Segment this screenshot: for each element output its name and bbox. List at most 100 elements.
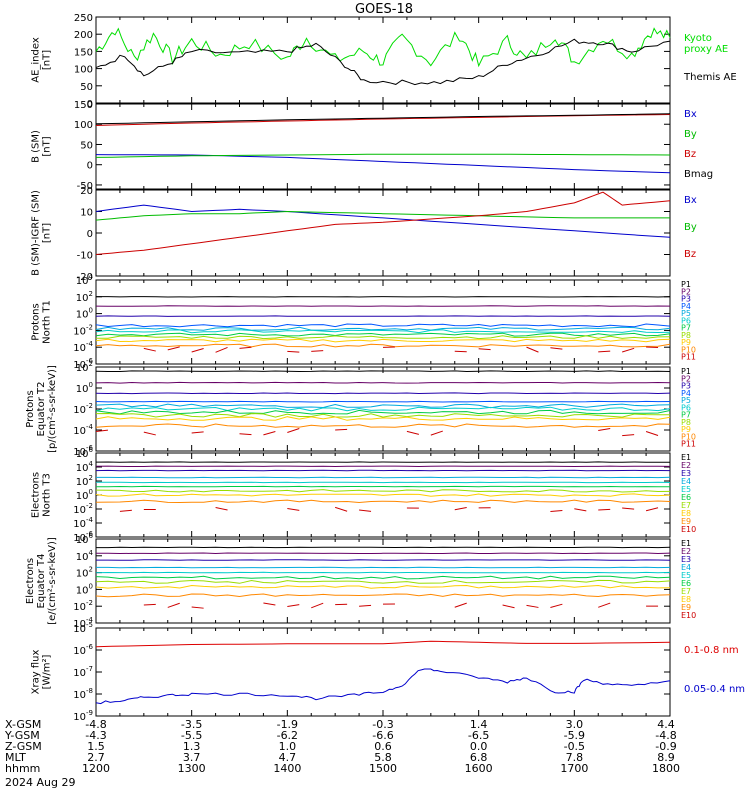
panel-frame — [96, 190, 670, 276]
legend-label-kyoto: proxy AE — [684, 44, 728, 55]
legend-label-by: By — [684, 129, 697, 140]
legend-label-by: By — [684, 222, 697, 233]
legend-label-e10: E10 — [681, 611, 696, 620]
y-tick-label: 50 — [80, 140, 93, 151]
series-line-kyoto-proxy-ae — [96, 28, 670, 65]
series-line-e3 — [96, 560, 670, 561]
series-line-p9 — [96, 339, 670, 342]
legend-label-bx: Bx — [684, 195, 697, 206]
y-tick-label: 100 — [76, 307, 93, 321]
series-dash-e10 — [359, 605, 371, 606]
series-dash-e10 — [598, 509, 610, 510]
y-tick-label: 10-5 — [73, 621, 93, 635]
panel-frame — [96, 628, 670, 716]
series-dash-e10 — [598, 603, 610, 607]
legend-label-p11: P11 — [681, 353, 696, 362]
legend-panel-8: 0.1-0.8 nm 0.05-0.4 nm — [684, 645, 745, 695]
series-line-p4 — [96, 401, 670, 402]
y-tick-label: 10-4 — [73, 340, 93, 354]
series-line-p1 — [96, 371, 670, 372]
y-tick-label: 104 — [76, 273, 94, 287]
series-line-p3 — [96, 316, 670, 317]
panel-frame — [96, 104, 670, 189]
series-dash-p11 — [622, 435, 634, 436]
series-line-p2 — [96, 382, 670, 383]
series-line-bx — [96, 205, 670, 237]
panel-frame — [96, 280, 670, 364]
series-dash-p11 — [598, 429, 610, 431]
series-dash-p11 — [144, 348, 156, 351]
series-dash-e10 — [120, 510, 132, 511]
series-line-p10 — [96, 424, 670, 427]
y-axis-label: AE_index[nT] — [31, 37, 53, 83]
series-line-p2 — [96, 306, 670, 307]
series-line-e8 — [96, 494, 670, 496]
y-tick-label: 100 — [74, 65, 93, 76]
series-line-e7 — [96, 490, 670, 492]
y-tick-label: 0 — [87, 229, 93, 240]
y-tick-label: 102 — [76, 290, 93, 304]
legend-label-themis: Themis AE — [683, 72, 737, 83]
series-dash-e10 — [263, 603, 275, 605]
series-line-bz — [96, 192, 670, 254]
series-dash-e10 — [335, 507, 347, 511]
y-tick-label: 10-4 — [73, 423, 93, 437]
series-dash-p11 — [646, 431, 658, 435]
y-tick-label: 102 — [76, 360, 93, 374]
series-dash-p11 — [598, 351, 610, 352]
series-dash-e10 — [168, 603, 180, 607]
series-line-p8 — [96, 336, 670, 339]
legend-label-bz: Bz — [684, 149, 696, 160]
y-tick-label: 106 — [76, 446, 94, 460]
series-line-p5 — [96, 327, 670, 330]
y-axis-label: ElectronsEquator T4[e/(cm²-s-sr-keV)] — [25, 537, 58, 625]
series-dash-e10 — [192, 607, 204, 608]
y-tick-label: 100 — [76, 582, 93, 596]
legend-label-kyoto: Kyoto — [684, 33, 712, 44]
y-tick-label: 10-2 — [73, 402, 93, 416]
legend-label-bx: Bx — [684, 109, 697, 120]
legend-label-xray-1: 0.05-0.4 nm — [684, 684, 745, 695]
legend-label-p11: P11 — [681, 440, 696, 449]
y-tick-label: 102 — [76, 474, 93, 488]
y-tick-label: 50 — [80, 82, 93, 93]
legend-label-bz: Bz — [684, 249, 696, 260]
series-dash-p11 — [622, 348, 634, 352]
series-dash-p11 — [527, 347, 539, 352]
series-dash-p11 — [263, 431, 275, 434]
series-dash-p11 — [335, 429, 347, 430]
legend-label-xray-0: 0.1-0.8 nm — [684, 645, 739, 656]
series-line-p3 — [96, 393, 670, 394]
series-dash-e10 — [550, 604, 562, 607]
footer-row-label: hhmm — [5, 762, 40, 775]
y-tick-label: -10 — [77, 251, 93, 262]
series-dash-p11 — [168, 347, 180, 350]
series-dash-p11 — [311, 351, 323, 352]
series-line-0-05-0-4-nm — [96, 669, 670, 704]
y-tick-label: 100 — [76, 488, 93, 502]
y-tick-label: 10-8 — [73, 687, 93, 701]
series-dash-e10 — [503, 605, 515, 608]
y-tick-label: 104 — [76, 460, 94, 474]
footer-value: 1600 — [465, 762, 493, 775]
series-line-p10 — [96, 344, 670, 347]
series-dash-e10 — [550, 511, 562, 512]
series-dash-e10 — [287, 605, 299, 607]
series-dash-e10 — [455, 508, 467, 510]
footer-value: 1700 — [560, 762, 588, 775]
y-tick-label: 102 — [76, 566, 93, 580]
footer-date: 2024 Aug 29 — [5, 776, 75, 789]
y-axis-label: Xray flux[W/m²] — [31, 650, 53, 695]
series-dash-p11 — [287, 428, 299, 432]
